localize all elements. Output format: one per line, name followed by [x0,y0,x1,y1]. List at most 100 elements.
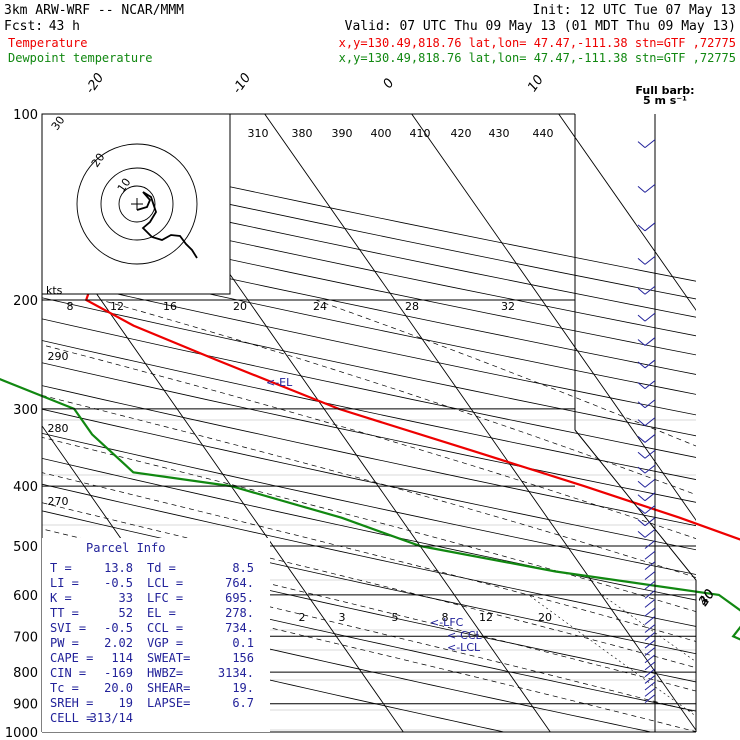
theta-label-left: 270 [48,495,69,508]
parcel-label: SVI = [50,621,86,635]
wind-barb-flag [637,339,646,346]
wind-barb [644,312,656,322]
dry-adiabat [42,432,696,575]
wind-barb [644,492,656,502]
parcel-info-title: Parcel Info [86,541,165,555]
wind-barb-flag [637,507,646,514]
mixing-ratio-label: 20 [538,611,552,624]
wind-barb [644,632,656,641]
theta-labels: 310 380 390 400 410 420 430 440 290 280 270 [48,127,554,508]
point-info-temperature: x,y=130.49,818.76 lat,lon= 47.47,-111.38… [339,36,736,50]
wind-barb [644,359,656,369]
parcel-label: LCL = [147,576,183,590]
hodograph-speed-label: 8 [67,300,74,313]
wind-barb-flag [637,361,646,369]
parcel-value: 3134. [218,666,254,680]
theta-label: 380 [292,127,313,140]
hodograph-speed-label: 16 [163,300,177,313]
wind-barb [644,654,656,664]
dewpoint-trace [0,378,740,641]
parcel-label: PW = [50,636,79,650]
isotherm [706,114,740,732]
parcel-value: 278. [225,606,254,620]
wind-barb-flag [637,224,646,232]
wind-barb [644,399,656,409]
wind-barb [644,505,656,514]
theta-label: 400 [371,127,392,140]
forecast-label: Fcst: [4,19,43,34]
moist-adiabat [42,344,696,539]
dry-adiabat [42,297,696,437]
parcel-label: LAPSE= [147,696,190,710]
parcel-label: SHEAR= [147,681,190,695]
parcel-value: 695. [225,591,254,605]
parcel-label: CIN = [50,666,86,680]
pressure-tick-label: 1000 [5,726,38,740]
dry-adiabat [42,237,696,375]
wind-barb [644,285,656,295]
point-info-dewpoint: x,y=130.49,818.76 lat,lon= 47.47,-111.38… [339,51,736,65]
model-title: 3km ARW-WRF -- NCAR/MMM [4,3,184,18]
isotherm [558,114,696,311]
pressure-tick-label: 200 [13,294,38,309]
parcel-label: SWEAT= [147,651,190,665]
forecast-hour: 43 h [49,19,80,34]
wind-barb-flag [637,186,646,193]
dry-adiabat [42,596,652,732]
parcel-value: 156 [232,651,254,665]
wind-barb [644,540,656,549]
parcel-label: LI = [50,576,79,590]
wind-barb [644,380,656,389]
parcel-info-panel: Parcel Info T = 13.8 Td = 8.5 LI = -0.5 LCL = 7… [42,538,270,732]
wind-barb [644,222,656,232]
wind-barb-flag [637,519,646,527]
wind-barb-flag [637,451,646,459]
parcel-value: 52 [119,606,133,620]
wind-barb [644,337,656,346]
pressure-tick-label: 700 [13,630,38,645]
dry-adiabat [42,276,696,416]
el-marker: <-EL [266,376,293,389]
wind-barb [644,528,656,538]
ccl-marker: <-CCL [447,629,483,642]
parcel-value: 8.5 [232,561,254,575]
theta-label: 440 [533,127,554,140]
parcel-value: 0.1 [232,636,254,650]
wind-barb-flag [637,480,646,488]
hodograph-trace [136,191,198,259]
wind-barb [644,624,656,633]
parcel-label: CAPE = [50,651,93,665]
pressure-tick-label: 600 [13,589,38,604]
isotherm [411,114,696,521]
mixing-ratio-label: 8 [442,611,449,624]
dry-adiabat [42,483,696,627]
wind-barb [644,139,656,148]
parcel-level-markers: <-EL <-LFC<-CCL<-LCL [266,376,483,654]
parcel-label: SREH = [50,696,93,710]
wind-barb [644,639,656,649]
parcel-label: EL = [147,606,176,620]
wind-barb-flag [637,287,646,295]
wind-barb [644,580,656,590]
parcel-label: CCL = [147,621,183,635]
dry-adiabat [42,318,696,458]
parcel-label: LFC = [147,591,183,605]
wind-barb [644,184,656,193]
parcel-label: TT = [50,606,79,620]
parcel-value: 2.02 [104,636,133,650]
mixing-ratio-label: 2 [299,611,306,624]
legend-dewpoint: Dewpoint temperature [8,51,153,65]
wind-barb [644,256,656,265]
theta-label: 420 [451,127,472,140]
wind-barb [644,571,656,580]
theta-label-left: 280 [48,422,69,435]
wind-barb [644,598,656,608]
hodograph-ring [118,185,156,223]
wind-barb [644,607,656,617]
lfc-marker: <-LFC [430,616,464,629]
wind-barb-flag [637,466,646,474]
isotherm-label: -20 [83,71,107,97]
parcel-label: Td = [147,561,176,575]
pressure-tick-label: 400 [13,480,38,495]
pressure-tick-label: 900 [13,698,38,713]
